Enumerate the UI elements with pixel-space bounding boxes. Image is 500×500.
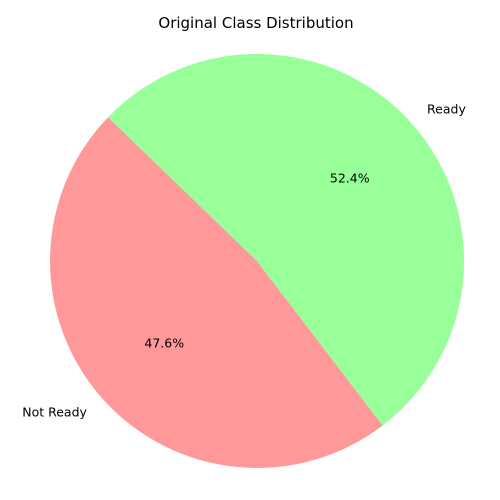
slice-label-not-ready: Not Ready — [22, 404, 87, 419]
pie-slice-not-ready — [50, 117, 383, 468]
slice-percent-not-ready: 47.6% — [144, 336, 184, 351]
pie-slice-ready — [108, 53, 465, 426]
slice-percent-ready: 52.4% — [330, 170, 370, 185]
pie-slices — [50, 53, 465, 468]
chart-title: Original Class Distribution — [158, 14, 353, 32]
slice-label-ready: Ready — [427, 102, 466, 117]
pie-labels: Not Ready 47.6% Ready 52.4% — [22, 102, 466, 420]
